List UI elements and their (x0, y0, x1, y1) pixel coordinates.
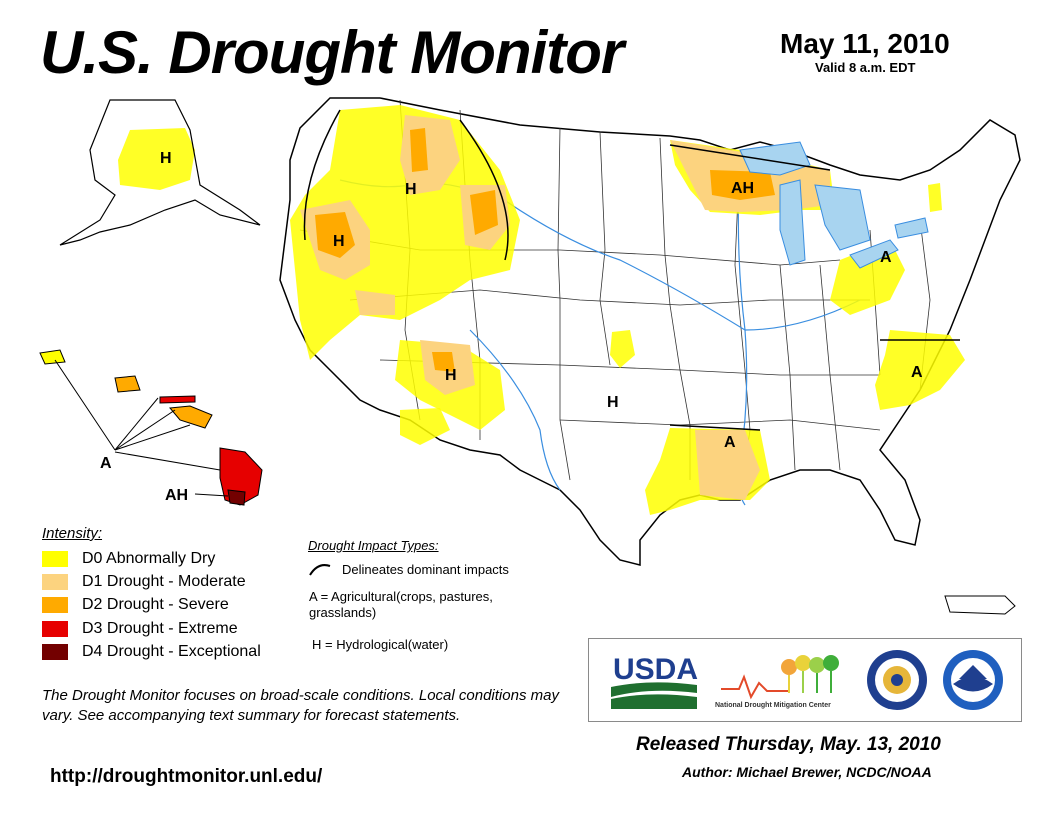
d0-az (400, 408, 450, 445)
hawaii (39, 349, 263, 506)
impact-delineates: Delineates dominant impacts (342, 562, 509, 577)
swatch-d4 (42, 644, 68, 660)
impact-types-title: Drought Impact Types: (308, 538, 439, 553)
ndmc-wordmark: National Drought Mitigation Center (715, 702, 831, 709)
legend-item-d4: D4 Drought - Exceptional (42, 642, 261, 662)
legend-item-d0: D0 Abnormally Dry (42, 549, 215, 569)
hawaii-kauai (39, 349, 66, 365)
d2-wyoming (470, 190, 498, 235)
page-title: U.S. Drought Monitor (40, 19, 624, 86)
usda-logo: USDA (611, 653, 698, 709)
legend-item-d1: D1 Drought - Moderate (42, 572, 246, 592)
delineates-icon (309, 564, 331, 576)
puerto-rico (944, 595, 1016, 615)
release-date: Released Thursday, May. 13, 2010 (636, 734, 941, 755)
agency-logos: USDA National Drought Mitigation Center (588, 638, 1022, 722)
legend-item-d2: D2 Drought - Severe (42, 595, 229, 615)
d1-nevada (355, 290, 395, 315)
d0-ohio (830, 240, 905, 315)
label-pennsylvania: A (880, 249, 892, 266)
d0-northwest (290, 105, 520, 360)
d2-michigan (710, 170, 775, 200)
d0-newengland (928, 183, 942, 212)
hawaii-bigisland-d4 (227, 489, 246, 506)
d0-alaska (118, 128, 195, 190)
legend-label: D0 Abnormally Dry (82, 550, 216, 567)
d2-utah (432, 352, 455, 372)
swatch-d2 (42, 597, 68, 613)
legend-label: D4 Drought - Exceptional (82, 643, 261, 660)
legend-label: D3 Drought - Extreme (82, 620, 238, 637)
drought-areas (118, 105, 965, 515)
legend-label: D1 Drought - Moderate (82, 573, 246, 590)
label-hawaii-a: A (100, 455, 112, 472)
hawaii-leaders (54, 359, 229, 497)
website-link[interactable]: http://droughtmonitor.unl.edu/ (50, 766, 323, 787)
swatch-d3 (42, 621, 68, 637)
legend-item-d3: D3 Drought - Extreme (42, 619, 238, 639)
alaska-outline (59, 99, 261, 246)
label-utah: H (445, 367, 457, 384)
label-carolinas: A (911, 364, 923, 381)
noaa-logo-icon (943, 650, 1003, 710)
usda-wordmark: USDA (613, 653, 698, 686)
swatch-d1 (42, 574, 68, 590)
valid-time: Valid 8 a.m. EDT (815, 60, 916, 75)
map-date: May 11, 2010 (780, 28, 950, 59)
legend-title: Intensity: (42, 525, 103, 542)
d1-louisiana (695, 430, 760, 500)
impact-agricultural: A = Agricultural(crops, pastures, grassl… (309, 589, 493, 620)
label-montana: H (405, 181, 417, 198)
label-pnw: H (333, 233, 345, 250)
label-michigan: AH (731, 180, 754, 197)
d0-kansas (610, 330, 635, 368)
impact-lines (303, 109, 960, 431)
great-lakes (739, 141, 929, 269)
label-hawaii-ah: AH (165, 487, 188, 504)
hawaii-molokai (159, 395, 196, 404)
hawaii-oahu (114, 375, 141, 393)
hawaii-maui (169, 405, 213, 429)
label-louisiana: A (724, 434, 736, 451)
impact-hydrological: H = Hydrological(water) (312, 637, 449, 652)
d2-pnw (315, 212, 355, 258)
d2-montana (410, 128, 428, 172)
author-credit: Author: Michael Brewer, NCDC/NOAA (682, 764, 932, 780)
d0-midatlantic (875, 330, 965, 410)
label-alaska: H (160, 150, 172, 167)
swatch-d0 (42, 551, 68, 567)
doc-seal-icon (867, 650, 927, 710)
ndmc-logo: National Drought Mitigation Center (715, 655, 839, 709)
legend-label: D2 Drought - Severe (82, 596, 229, 613)
disclaimer-note: The Drought Monitor focuses on broad-sca… (42, 687, 559, 724)
label-oklahoma: H (607, 394, 619, 411)
